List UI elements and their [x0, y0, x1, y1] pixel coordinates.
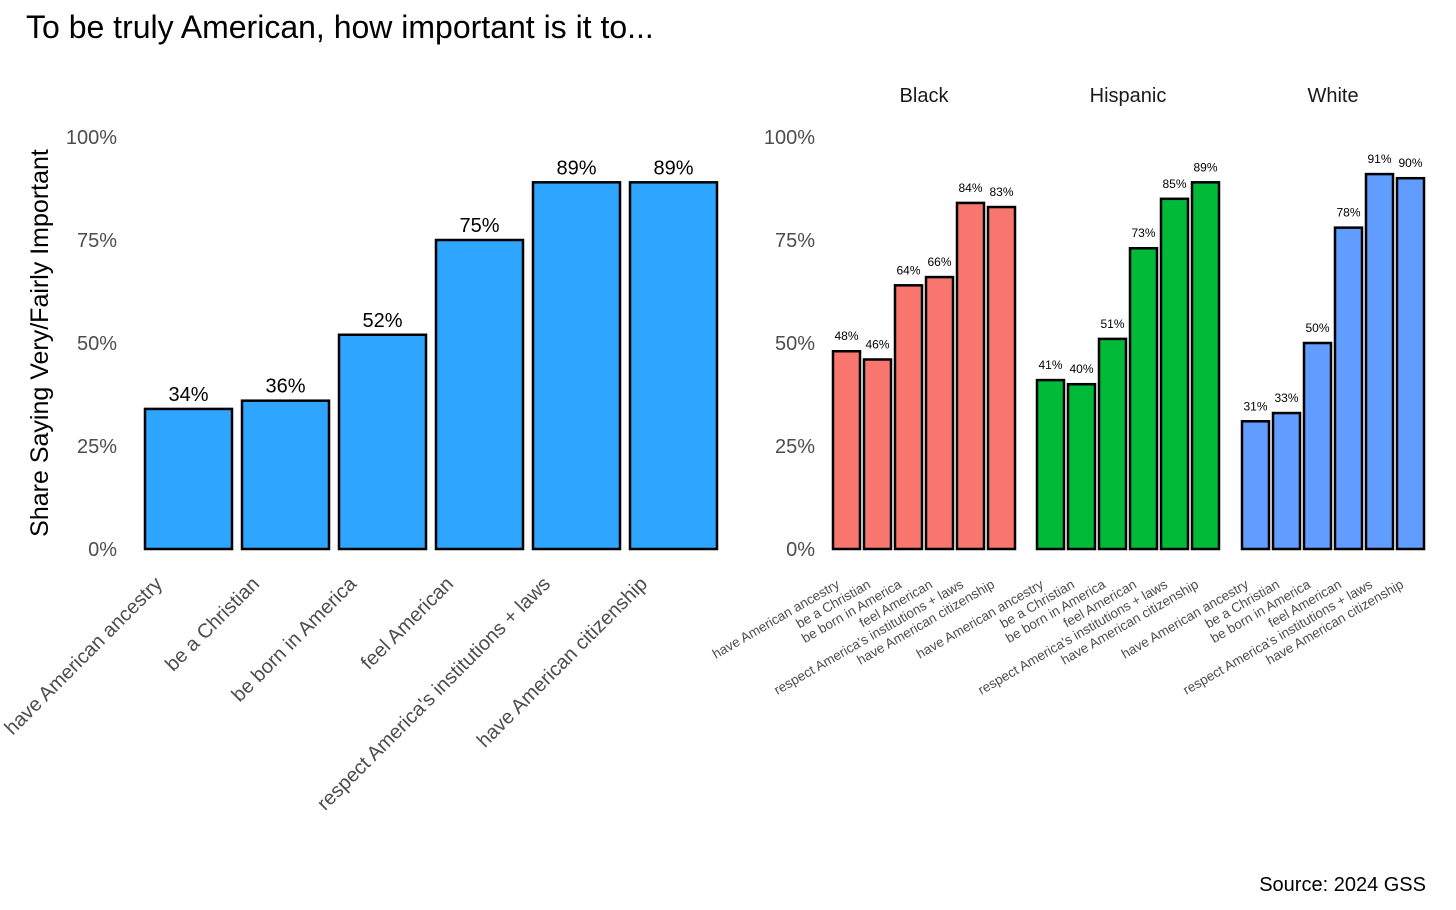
bar: [924, 275, 955, 551]
bar: [531, 181, 622, 551]
data-label: 40%: [1069, 362, 1093, 376]
x-tick-label: feel American: [357, 573, 458, 674]
bar: [337, 333, 428, 551]
bar: [240, 399, 331, 551]
bar: [1271, 411, 1302, 551]
y-tick-label: 50%: [77, 333, 117, 355]
data-label: 83%: [989, 185, 1013, 199]
data-label: 51%: [1100, 317, 1124, 331]
data-label: 52%: [362, 310, 402, 332]
data-label: 66%: [927, 255, 951, 269]
y-tick-label: 25%: [77, 436, 117, 458]
data-label: 90%: [1398, 156, 1422, 170]
bar: [1395, 176, 1426, 551]
data-label: 50%: [1305, 321, 1329, 335]
bar: [893, 284, 924, 551]
data-label: 34%: [168, 384, 208, 406]
y-tick-label: 100%: [764, 127, 815, 149]
source-note: Source: 2024 GSS: [1259, 874, 1426, 896]
bar: [1364, 172, 1395, 551]
bar: [434, 238, 525, 551]
data-label: 33%: [1274, 391, 1298, 405]
bar: [986, 205, 1017, 551]
facet-title: Hispanic: [1090, 85, 1167, 107]
bar: [1066, 382, 1097, 551]
data-label: 75%: [459, 215, 499, 237]
y-tick-label: 0%: [88, 539, 117, 561]
bar: [1190, 181, 1221, 551]
bar: [1128, 246, 1159, 551]
bar: [1240, 420, 1271, 551]
facet-title: White: [1307, 85, 1358, 107]
bar: [862, 358, 893, 551]
data-label: 85%: [1162, 177, 1186, 191]
bar: [1333, 226, 1364, 551]
data-label: 41%: [1038, 358, 1062, 372]
data-label: 84%: [958, 181, 982, 195]
bar: [831, 349, 862, 551]
y-tick-label: 75%: [775, 230, 815, 252]
y-tick-label: 75%: [77, 230, 117, 252]
overall-bar-chart: Share Saying Very/Fairly Important 0% 25% 5…: [1, 127, 719, 815]
data-label: 36%: [265, 376, 305, 398]
y-tick-label: 25%: [775, 436, 815, 458]
data-label: 31%: [1243, 399, 1267, 413]
bar: [1035, 378, 1066, 551]
bar: [955, 201, 986, 551]
data-label: 91%: [1367, 152, 1391, 166]
bar: [143, 407, 234, 551]
chart-title: To be truly American, how important is i…: [26, 9, 654, 45]
bar: [628, 181, 719, 551]
data-label: 46%: [865, 337, 889, 351]
data-label: 78%: [1336, 206, 1360, 220]
y-tick-label: 50%: [775, 333, 815, 355]
y-axis-label: Share Saying Very/Fairly Important: [26, 149, 54, 537]
y-tick-label: 0%: [786, 539, 815, 561]
y-tick-label: 100%: [66, 127, 117, 149]
bar: [1302, 341, 1333, 551]
data-label: 89%: [1193, 160, 1217, 174]
data-label: 48%: [834, 329, 858, 343]
data-label: 89%: [653, 157, 693, 179]
bar: [1159, 197, 1190, 551]
data-label: 73%: [1131, 226, 1155, 240]
x-tick-label: be a Christian: [161, 573, 264, 676]
bar: [1097, 337, 1128, 551]
x-tick-label: have American citizenship: [473, 573, 652, 752]
x-tick-label: have American ancestry: [1, 573, 167, 739]
data-label: 89%: [556, 157, 596, 179]
facet-title: Black: [900, 85, 950, 107]
data-label: 64%: [896, 263, 920, 277]
